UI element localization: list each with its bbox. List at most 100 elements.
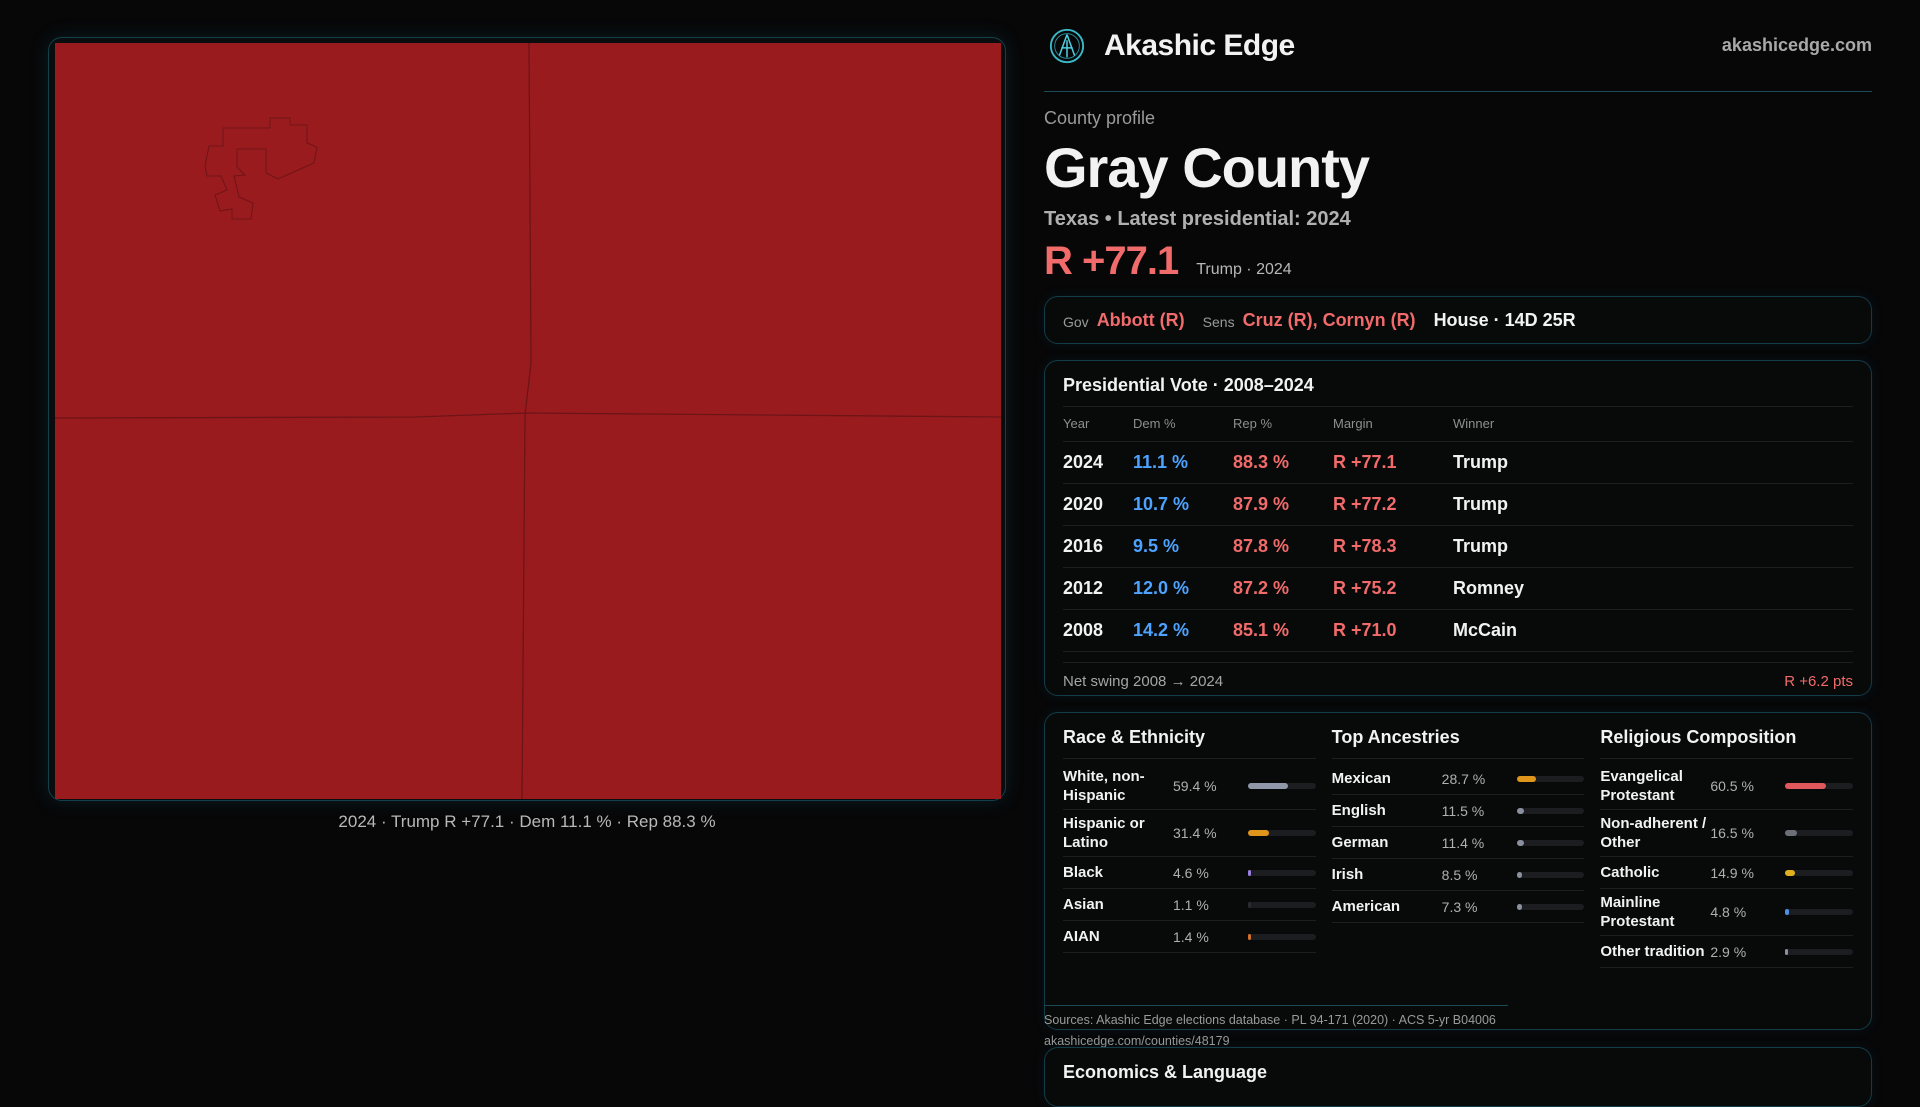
col-rep: Rep % [1233,407,1333,442]
group-title: Religious Composition [1600,727,1854,759]
county-permalink[interactable]: akashicedge.com/counties/48179 [1044,1034,1230,1048]
net-swing: Net swing 2008 → 2024 R +6.2 pts [1063,661,1853,690]
cell-dem: 12.0 % [1133,567,1233,610]
demographic-group: Race & Ethnicity White, non-Hispanic 59.4 … [1063,727,1316,1015]
bar-fill [1248,933,1251,940]
bar-track [1785,948,1854,955]
col-margin: Margin [1333,407,1453,442]
brand-name: Akashic Edge [1104,28,1295,62]
cell-rep: 87.2 % [1233,567,1333,610]
cell-dem: 11.1 % [1133,441,1233,484]
swing-value: R +6.2 pts [1784,672,1853,690]
list-item: Mexican 28.7 % [1331,763,1585,795]
swing-label: Net swing 2008 → 2024 [1063,672,1224,690]
item-label: Evangelical Protestant [1600,768,1683,804]
table-row: 2020 10.7 % 87.9 % R +77.2 Trump [1063,483,1853,526]
table-row: 2016 9.5 % 87.8 % R +78.3 Trump [1063,525,1853,568]
cell-winner: Trump [1453,525,1853,568]
cell-winner: McCain [1453,609,1853,652]
group-title: Top Ancestries [1331,727,1585,759]
cell-winner: Trump [1453,483,1853,526]
economics-title: Economics & Language [1063,1062,1268,1082]
item-value: 59.4 % [1173,778,1217,794]
cell-margin: R +77.1 [1333,441,1453,484]
page-title: Gray County [1044,136,1370,199]
cell-winner: Trump [1453,441,1853,484]
list-item: Black 4.6 % [1063,857,1316,889]
county-map[interactable] [48,37,1006,801]
list-item: American 7.3 % [1331,891,1585,923]
county-fill [55,43,1001,799]
cell-year: 2016 [1063,525,1133,568]
bar-track [1248,901,1316,908]
cell-year: 2008 [1063,609,1133,652]
item-label: Hispanic or Latino [1063,815,1145,851]
bar-fill [1248,830,1270,836]
list-item: Irish 8.5 % [1331,859,1585,891]
demographic-group: Religious Composition Evangelical Protest… [1600,727,1854,1015]
bar-track [1785,909,1854,915]
cell-year: 2024 [1063,441,1133,484]
page-subtitle: Texas • Latest presidential: 2024 [1044,208,1351,230]
item-value: 4.6 % [1173,864,1209,881]
list-item: Catholic 14.9 % [1600,857,1854,889]
list-item: German 11.4 % [1331,827,1585,859]
item-label: English [1331,802,1386,819]
item-value: 8.5 % [1441,866,1478,883]
header: Akashic Edge akashicedge.com [1044,0,1872,92]
cell-margin: R +75.2 [1333,567,1453,610]
demographics-card: Race & Ethnicity White, non-Hispanic 59.4 … [1044,712,1872,1030]
item-label: American [1331,898,1401,915]
bar-fill [1785,869,1796,876]
bar-fill [1516,807,1525,814]
city-boundary [204,117,318,220]
item-value: 14.9 % [1710,864,1754,881]
bar-fill [1785,948,1789,955]
item-label: Irish [1331,866,1364,883]
bar-track [1785,783,1854,789]
sources-text: Sources: Akashic Edge elections database… [1044,1005,1508,1031]
bar-fill [1785,830,1797,836]
precinct-boundaries [55,43,1001,799]
presidential-vote-card: Presidential Vote · 2008–2024 Year Dem %… [1044,360,1872,696]
col-dem: Dem % [1133,407,1233,442]
cell-dem: 10.7 % [1133,483,1233,526]
cell-margin: R +71.0 [1333,609,1453,652]
list-item: Asian 1.1 % [1063,889,1316,921]
item-value: 4.8 % [1710,904,1747,920]
item-value: 1.4 % [1173,928,1209,945]
item-label: Mainline Protestant [1600,894,1675,930]
page-kicker: County profile [1044,108,1156,128]
item-label: Other tradition [1600,943,1705,960]
cell-rep: 87.8 % [1233,525,1333,568]
list-item: Mainline Protestant 4.8 % [1600,889,1854,936]
bar-track [1248,869,1316,876]
map-caption: 2024 · Trump R +77.1 · Dem 11.1 % · Rep … [338,812,716,831]
item-value: 16.5 % [1710,825,1754,841]
sources: Sources: Akashic Edge elections database… [1044,1005,1508,1052]
bar-fill [1785,783,1827,789]
bar-track [1248,830,1316,836]
list-item: Non-adherent / Other 16.5 % [1600,810,1854,857]
cell-winner: Romney [1453,567,1853,610]
item-value: 11.5 % [1441,802,1485,819]
cell-margin: R +77.2 [1333,483,1453,526]
bar-track [1248,783,1316,789]
item-label: Non-adherent / Other [1600,815,1707,851]
bar-track [1516,871,1585,878]
county-map-shape [55,43,1001,799]
cell-year: 2012 [1063,567,1133,610]
table-row: 2024 11.1 % 88.3 % R +77.1 Trump [1063,441,1853,484]
list-item: White, non-Hispanic 59.4 % [1063,763,1316,810]
leaders-bar: Gov Abbott (R) Sens Cruz (R), Cornyn (R)… [1044,296,1872,344]
akashic-logo-icon[interactable] [1048,27,1086,65]
item-value: 2.9 % [1710,943,1747,960]
cell-rep: 87.9 % [1233,483,1333,526]
item-value: 7.3 % [1441,898,1478,915]
item-label: White, non-Hispanic [1063,768,1145,804]
economics-card: Economics & Language [1044,1047,1872,1107]
item-value: 31.4 % [1173,825,1217,841]
site-link[interactable]: akashicedge.com [1721,35,1872,55]
bar-fill [1516,871,1523,878]
bar-track [1516,903,1585,910]
